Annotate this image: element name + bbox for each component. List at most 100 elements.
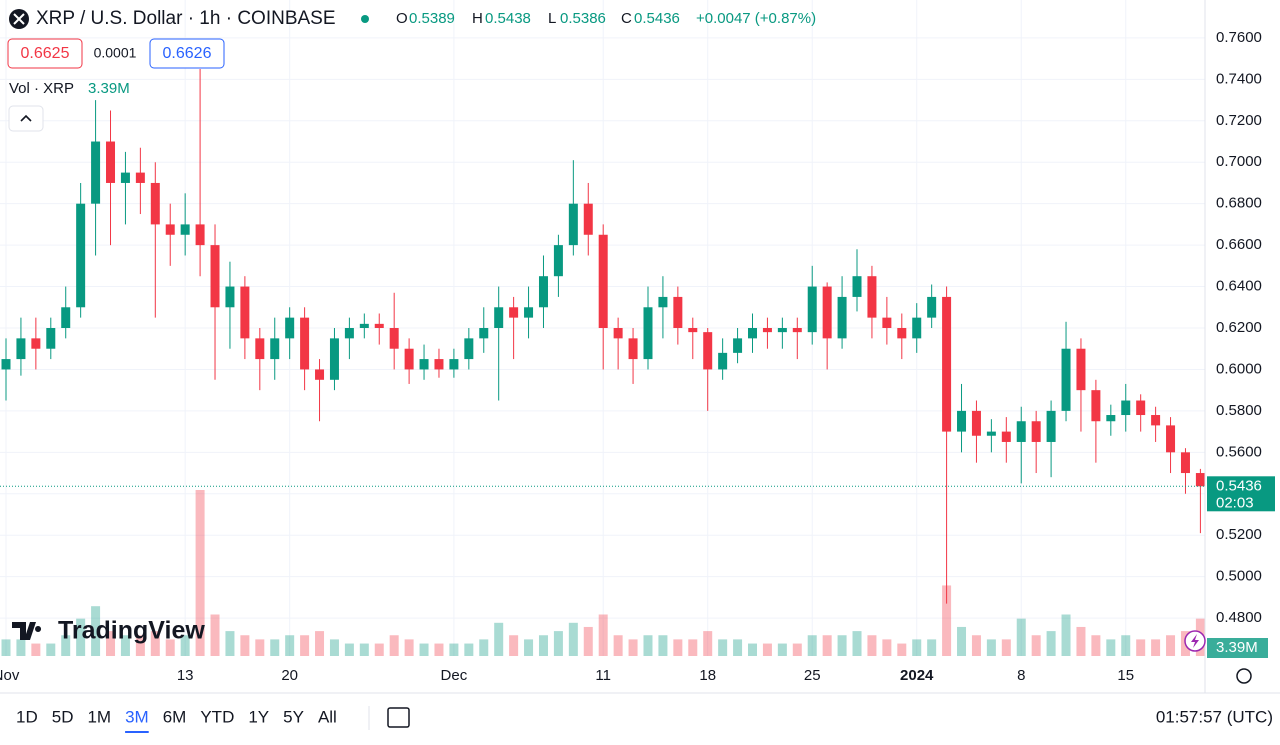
volume-bar bbox=[777, 643, 787, 656]
ohlc-value: 0.5438 bbox=[485, 10, 531, 27]
volume-bar bbox=[897, 643, 907, 656]
volume-bar bbox=[927, 639, 937, 656]
candle-body bbox=[643, 307, 653, 360]
ohlc-value: 0.5436 bbox=[634, 10, 680, 27]
y-tick-label: 0.4800 bbox=[1216, 609, 1262, 626]
range-button[interactable]: 6M bbox=[163, 707, 187, 726]
range-button[interactable]: 5Y bbox=[283, 707, 304, 726]
volume-bar bbox=[748, 643, 757, 656]
x-tick-label: 11 bbox=[595, 667, 611, 684]
candle-body bbox=[106, 141, 116, 183]
range-button[interactable]: 1Y bbox=[248, 707, 269, 726]
volume-bar bbox=[165, 639, 175, 656]
candle-body bbox=[1031, 421, 1041, 442]
ask-box[interactable] bbox=[149, 38, 225, 69]
date-range-icon[interactable] bbox=[387, 707, 410, 728]
x-tick-label: 2024 bbox=[900, 667, 934, 684]
settings-icon[interactable] bbox=[1236, 668, 1252, 684]
candle-body bbox=[120, 172, 130, 183]
y-tick-label: 0.5000 bbox=[1216, 568, 1262, 585]
candle-body bbox=[1046, 410, 1056, 442]
candle-body bbox=[464, 338, 474, 360]
range-button[interactable]: 5D bbox=[52, 707, 74, 726]
candle-body bbox=[374, 323, 384, 328]
volume-bar bbox=[449, 643, 459, 656]
range-button[interactable]: All bbox=[318, 707, 337, 726]
y-tick-label: 0.7000 bbox=[1216, 153, 1262, 170]
candle-body bbox=[180, 224, 190, 235]
x-tick-label: 15 bbox=[1117, 667, 1134, 684]
volume-bar bbox=[553, 631, 563, 656]
candle-body bbox=[986, 431, 996, 436]
y-tick-label: 0.7200 bbox=[1216, 112, 1262, 129]
candle-body bbox=[1091, 390, 1101, 422]
candle-body bbox=[1151, 415, 1161, 426]
x-tick-label: Dec bbox=[441, 667, 468, 684]
range-button[interactable]: 3M bbox=[125, 707, 149, 726]
y-tick-label: 0.6600 bbox=[1216, 236, 1262, 253]
volume-bar bbox=[240, 635, 250, 656]
volume-bar bbox=[1106, 639, 1116, 656]
volume-bar bbox=[568, 622, 578, 656]
candle-body bbox=[942, 296, 952, 432]
candle-body bbox=[688, 328, 698, 333]
range-button[interactable]: YTD bbox=[200, 707, 234, 726]
volume-bar bbox=[315, 631, 325, 656]
candle-body bbox=[165, 224, 175, 235]
volume-bar bbox=[688, 639, 698, 656]
volume-bar bbox=[509, 635, 519, 656]
ohlc-label: H bbox=[472, 10, 483, 27]
candle-body bbox=[837, 296, 847, 339]
candle-body bbox=[822, 286, 832, 339]
volume-bar bbox=[1001, 639, 1011, 656]
volume-bar bbox=[703, 631, 713, 656]
volume-bar bbox=[419, 643, 429, 656]
last-price-box bbox=[1207, 476, 1275, 512]
candle-body bbox=[568, 203, 578, 246]
candle-body bbox=[344, 328, 354, 339]
candle-body bbox=[329, 338, 339, 380]
volume-bar bbox=[225, 631, 235, 656]
volume-bar bbox=[1121, 635, 1131, 656]
clock: 01:57:57 (UTC) bbox=[1156, 707, 1273, 726]
candle-body bbox=[912, 317, 922, 339]
volume-bar bbox=[673, 639, 683, 656]
volume-bar bbox=[255, 639, 265, 656]
candle-body bbox=[882, 317, 892, 328]
candle-body bbox=[613, 328, 623, 339]
bid-box[interactable] bbox=[7, 38, 83, 69]
candle-body bbox=[971, 410, 981, 436]
volume-title: Vol · XRP bbox=[9, 80, 74, 97]
candle-body bbox=[16, 338, 26, 360]
candle-body bbox=[628, 338, 638, 360]
x-tick-label: 20 bbox=[281, 667, 298, 684]
candle-body bbox=[807, 286, 817, 333]
x-tick-label: 18 bbox=[699, 667, 716, 684]
y-tick-label: 0.6800 bbox=[1216, 195, 1262, 212]
candle-body bbox=[240, 286, 250, 339]
ohlc-label: C bbox=[621, 10, 632, 27]
symbol-title: XRP / U.S. Dollar · 1h · COINBASE bbox=[36, 8, 336, 29]
candle-body bbox=[852, 276, 862, 297]
volume-bar bbox=[479, 639, 489, 656]
collapse-button[interactable] bbox=[8, 105, 44, 132]
candle-body bbox=[419, 359, 429, 370]
range-button[interactable]: 1D bbox=[16, 707, 38, 726]
volume-bar bbox=[613, 635, 623, 656]
candle-body bbox=[449, 359, 459, 370]
candle-body bbox=[777, 328, 787, 333]
volume-bar bbox=[986, 639, 996, 656]
volume-bar bbox=[1016, 618, 1026, 656]
candle-body bbox=[658, 296, 668, 308]
volume-bar bbox=[792, 643, 802, 656]
logo-mark bbox=[12, 622, 42, 640]
market-status bbox=[361, 15, 369, 23]
volume-bar bbox=[389, 635, 399, 656]
candle-body bbox=[1121, 400, 1131, 416]
volume-bar bbox=[1091, 635, 1101, 656]
volume-bar bbox=[374, 643, 384, 656]
change: +0.0047 (+0.87%) bbox=[696, 10, 816, 27]
ask: 0.6626 bbox=[163, 45, 212, 62]
range-button[interactable]: 1M bbox=[87, 707, 111, 726]
candle-body bbox=[225, 286, 235, 308]
